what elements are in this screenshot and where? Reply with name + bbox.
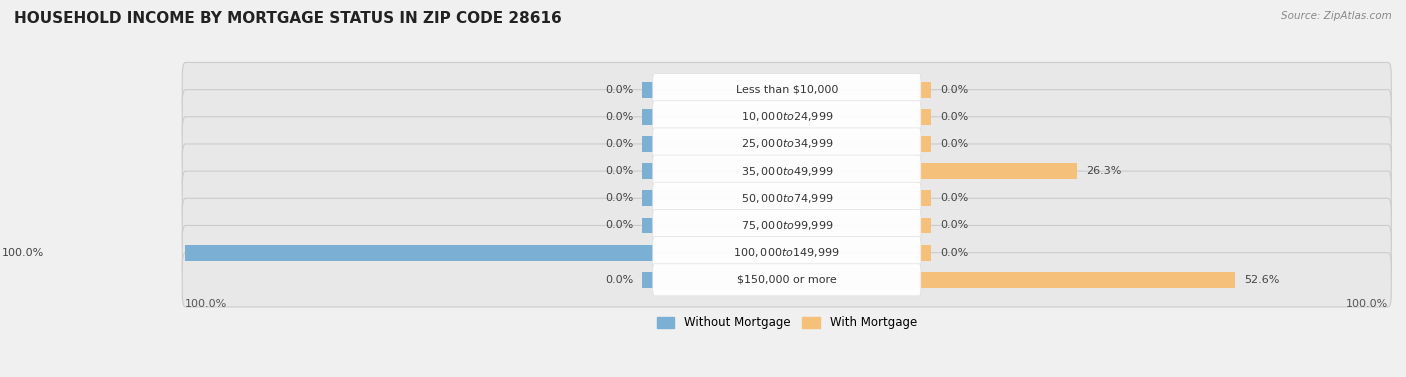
Bar xyxy=(920,218,931,233)
Text: 26.3%: 26.3% xyxy=(1087,166,1122,176)
Text: 0.0%: 0.0% xyxy=(605,193,633,203)
Bar xyxy=(920,82,931,98)
Bar xyxy=(643,272,654,288)
Text: $10,000 to $24,999: $10,000 to $24,999 xyxy=(741,110,832,123)
Bar xyxy=(920,245,931,261)
FancyBboxPatch shape xyxy=(652,182,921,215)
Text: 0.0%: 0.0% xyxy=(941,139,969,149)
FancyBboxPatch shape xyxy=(652,264,921,296)
Bar xyxy=(643,109,654,125)
FancyBboxPatch shape xyxy=(183,144,1392,198)
Bar xyxy=(920,136,931,152)
FancyBboxPatch shape xyxy=(183,63,1392,117)
Text: 100.0%: 100.0% xyxy=(1,248,44,257)
FancyBboxPatch shape xyxy=(183,253,1392,307)
Text: 52.6%: 52.6% xyxy=(1244,275,1279,285)
Text: 0.0%: 0.0% xyxy=(605,139,633,149)
Text: 100.0%: 100.0% xyxy=(186,299,228,310)
FancyBboxPatch shape xyxy=(183,117,1392,171)
Bar xyxy=(643,163,654,179)
Text: Source: ZipAtlas.com: Source: ZipAtlas.com xyxy=(1281,11,1392,21)
Legend: Without Mortgage, With Mortgage: Without Mortgage, With Mortgage xyxy=(657,316,917,329)
FancyBboxPatch shape xyxy=(183,90,1392,144)
Bar xyxy=(643,136,654,152)
FancyBboxPatch shape xyxy=(652,237,921,269)
Text: $35,000 to $49,999: $35,000 to $49,999 xyxy=(741,165,832,178)
Bar xyxy=(643,218,654,233)
FancyBboxPatch shape xyxy=(183,225,1392,280)
Text: 100.0%: 100.0% xyxy=(1346,299,1388,310)
Text: 0.0%: 0.0% xyxy=(941,112,969,122)
Text: $100,000 to $149,999: $100,000 to $149,999 xyxy=(734,246,841,259)
FancyBboxPatch shape xyxy=(652,210,921,242)
Text: $25,000 to $34,999: $25,000 to $34,999 xyxy=(741,138,832,150)
Bar xyxy=(920,190,931,206)
Text: 0.0%: 0.0% xyxy=(605,166,633,176)
Text: $50,000 to $74,999: $50,000 to $74,999 xyxy=(741,192,832,205)
Text: Less than $10,000: Less than $10,000 xyxy=(735,84,838,95)
Text: 0.0%: 0.0% xyxy=(605,112,633,122)
Text: 0.0%: 0.0% xyxy=(941,248,969,257)
FancyBboxPatch shape xyxy=(652,74,921,106)
Bar xyxy=(920,109,931,125)
Bar xyxy=(920,163,1077,179)
Text: 0.0%: 0.0% xyxy=(605,84,633,95)
Bar xyxy=(643,190,654,206)
Text: HOUSEHOLD INCOME BY MORTGAGE STATUS IN ZIP CODE 28616: HOUSEHOLD INCOME BY MORTGAGE STATUS IN Z… xyxy=(14,11,562,26)
FancyBboxPatch shape xyxy=(652,128,921,160)
Bar xyxy=(920,272,1236,288)
Text: $150,000 or more: $150,000 or more xyxy=(737,275,837,285)
FancyBboxPatch shape xyxy=(183,171,1392,225)
Text: 0.0%: 0.0% xyxy=(941,193,969,203)
Bar xyxy=(53,245,654,261)
Text: 0.0%: 0.0% xyxy=(605,221,633,230)
Text: 0.0%: 0.0% xyxy=(941,84,969,95)
Text: $75,000 to $99,999: $75,000 to $99,999 xyxy=(741,219,832,232)
Text: 0.0%: 0.0% xyxy=(605,275,633,285)
FancyBboxPatch shape xyxy=(183,198,1392,253)
FancyBboxPatch shape xyxy=(652,101,921,133)
Text: 0.0%: 0.0% xyxy=(941,221,969,230)
FancyBboxPatch shape xyxy=(652,155,921,187)
Bar xyxy=(643,82,654,98)
